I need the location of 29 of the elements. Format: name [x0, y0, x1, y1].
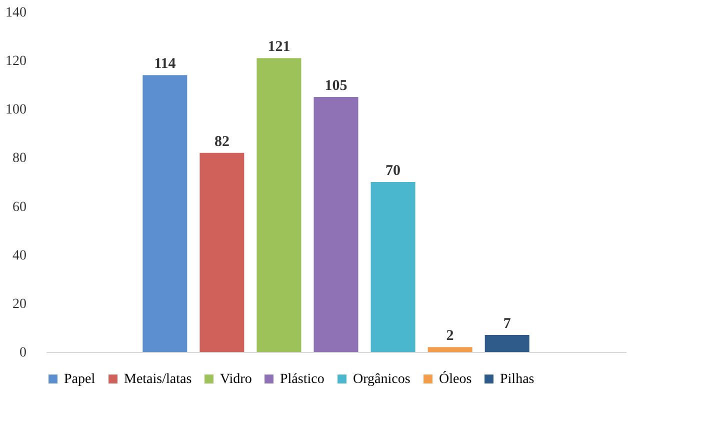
bar [142, 75, 188, 352]
legend-label: Vidro [220, 372, 252, 387]
bar [370, 182, 416, 352]
legend-label: Papel [64, 372, 96, 387]
data-label: 2 [446, 328, 454, 344]
y-tick-label: 20 [12, 296, 26, 312]
bar [256, 58, 302, 352]
y-tick-label: 40 [12, 248, 26, 264]
y-tick-label: 120 [6, 54, 26, 70]
y-tick-label: 100 [6, 102, 26, 118]
legend-label: Orgânicos [353, 372, 410, 387]
bar [428, 347, 472, 352]
y-tick-label: 0 [20, 346, 26, 360]
data-label: 82 [214, 134, 230, 150]
y-tick-label: 140 [6, 6, 26, 20]
bar [200, 152, 244, 352]
bar [314, 97, 358, 352]
y-tick-label: 60 [12, 200, 26, 215]
data-label: 114 [154, 56, 176, 72]
data-label: 121 [268, 39, 290, 56]
legend-label: Plástico [280, 372, 324, 387]
data-label: 70 [386, 163, 401, 179]
y-tick-label: 80 [12, 151, 26, 166]
legend-label: Metais/latas [124, 372, 192, 387]
legend-label: Óleos [439, 370, 472, 387]
bar [484, 335, 530, 352]
legend-label: Pilhas [500, 372, 534, 387]
data-label: 105 [324, 78, 348, 94]
data-label: 7 [503, 316, 512, 332]
